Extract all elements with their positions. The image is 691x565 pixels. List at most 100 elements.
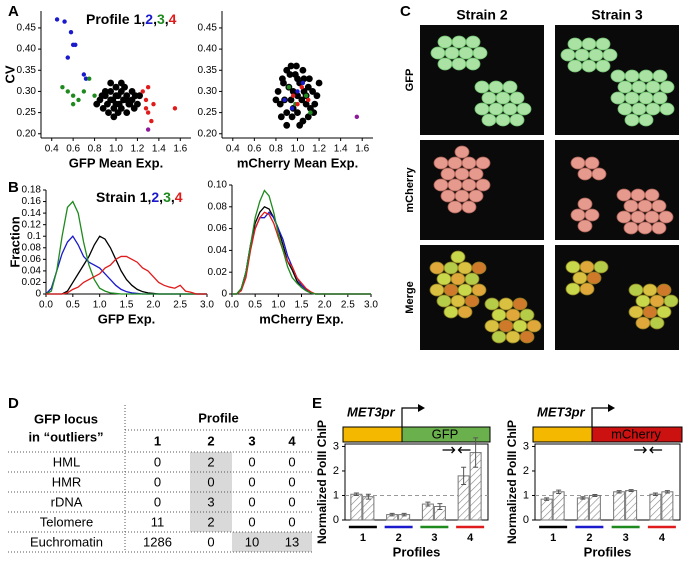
x-tick-label: 0.6 (247, 144, 261, 155)
cell (624, 91, 640, 105)
point (87, 76, 92, 81)
cell (602, 48, 618, 62)
bar (661, 491, 674, 521)
cell (495, 91, 511, 105)
legend-separator: , (171, 189, 175, 205)
gene-label: mCherry (611, 426, 661, 441)
cell (644, 210, 660, 224)
highlight-cell (272, 532, 312, 552)
cell (651, 199, 667, 213)
point (272, 96, 280, 104)
bar (588, 494, 601, 521)
strain-label: Strain 2 (456, 7, 508, 23)
cell (584, 208, 600, 222)
cell (437, 57, 453, 71)
point (311, 100, 319, 108)
cell (509, 91, 525, 105)
cell (638, 69, 654, 83)
y-tick-label: 2 (333, 465, 339, 477)
point (286, 71, 294, 78)
bar (350, 493, 363, 521)
table-cell: 0 (248, 474, 255, 489)
x-tick-label: 2 (586, 532, 592, 544)
table-cell: 3 (207, 494, 214, 509)
cell (579, 282, 595, 296)
cell (595, 37, 611, 51)
cell (649, 294, 665, 308)
point (283, 109, 291, 116)
x-tick-label: 1.4 (334, 144, 348, 155)
point (290, 93, 296, 98)
x-tick-label: 2.5 (173, 300, 187, 311)
cell (617, 80, 633, 94)
point (68, 29, 74, 35)
point (302, 100, 310, 108)
point (117, 79, 125, 87)
cell (457, 261, 473, 275)
x-tick-label: 0.5 (248, 300, 262, 311)
point (123, 96, 131, 104)
cell (635, 294, 651, 308)
cell (443, 305, 459, 319)
error-bar (580, 496, 586, 500)
cell (464, 272, 480, 286)
cell (461, 156, 477, 170)
x-tick-label: 1.0 (271, 300, 285, 311)
promoter-box (342, 426, 403, 443)
cell (588, 48, 604, 62)
plot-frame (344, 443, 489, 521)
y-tick-label: 0.12 (22, 219, 42, 230)
cell (430, 46, 446, 60)
y-tick-label: 0.04 (208, 245, 228, 256)
y-tick-label: 1 (333, 489, 339, 501)
point (65, 55, 70, 60)
table-row-label: rDNA (51, 494, 83, 509)
point (295, 89, 300, 94)
cell (656, 283, 672, 297)
panel-letter: D (8, 395, 19, 412)
point (130, 104, 138, 112)
cell (454, 189, 470, 203)
cell (526, 319, 542, 333)
cell (457, 283, 473, 297)
cell (642, 283, 658, 297)
x-tick-label: 1.0 (93, 300, 107, 311)
table-cell: 0 (154, 454, 161, 469)
point (145, 127, 151, 132)
cell (488, 102, 504, 116)
cell (659, 80, 675, 94)
table-cell: 0 (288, 474, 295, 489)
legend-title: Profile (86, 11, 130, 27)
table-column-header: 2 (207, 433, 214, 448)
point (76, 97, 81, 103)
table-row-label: Euchromatin (30, 534, 103, 549)
y-tick-label: 0.35 (198, 65, 218, 76)
y-tick-label: 0.30 (17, 86, 37, 97)
y-tick-label: 0 (333, 514, 339, 526)
cell (495, 113, 511, 127)
point (282, 97, 287, 103)
gene-box (401, 426, 491, 443)
point (62, 19, 67, 24)
point (274, 88, 282, 95)
promoter-box (532, 426, 593, 443)
cell (472, 46, 488, 60)
bar (576, 497, 589, 521)
table-cell: 0 (154, 494, 161, 509)
cell (447, 178, 463, 192)
legend-entry: 3 (163, 189, 171, 205)
legend-entry: 1 (134, 11, 142, 27)
legend-entry: 2 (145, 11, 153, 27)
point (289, 106, 295, 111)
y-axis-label: Fraction (7, 216, 22, 267)
point (99, 104, 107, 112)
y-tick-label: 1 (523, 489, 529, 501)
cell (637, 221, 653, 235)
y-tick-label: 0.20 (198, 128, 218, 139)
point (136, 92, 143, 100)
x-axis-label: Profiles (584, 544, 632, 559)
error-bar (401, 512, 407, 517)
x-axis-label: Profiles (393, 544, 441, 559)
point (304, 113, 312, 121)
x-tick-label: 4 (659, 532, 666, 544)
